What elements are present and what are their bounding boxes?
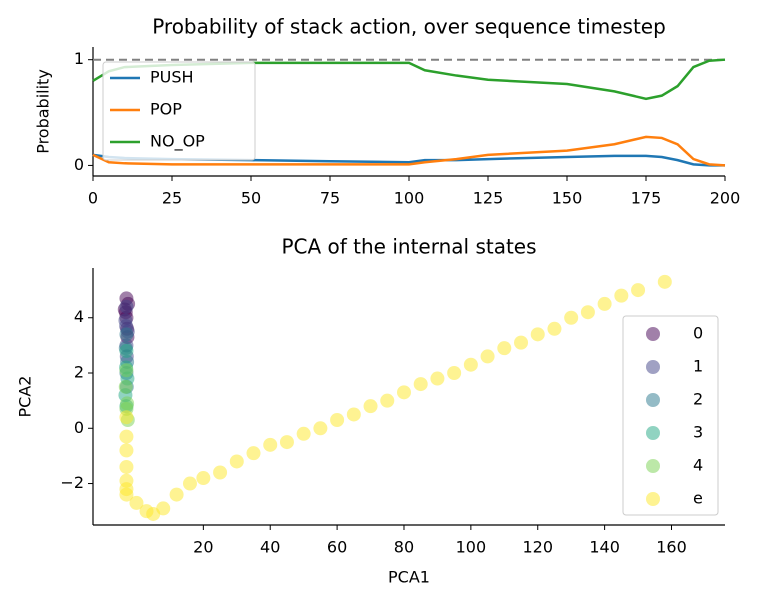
chart-title: Probability of stack action, over sequen…	[152, 15, 666, 39]
scatter-point	[119, 459, 134, 474]
x-tick-label: 100	[394, 189, 425, 208]
legend-label: e	[693, 489, 703, 508]
legend-swatch	[646, 426, 660, 440]
scatter-point	[119, 429, 134, 444]
scatter-point	[296, 426, 311, 441]
scatter-point	[580, 305, 595, 320]
legend-label: 2	[693, 390, 703, 409]
legend-label: PUSH	[150, 68, 194, 87]
scatter-point	[169, 487, 184, 502]
y-tick-label: 0	[74, 418, 84, 437]
legend-box	[622, 315, 719, 516]
scatter-point	[380, 393, 395, 408]
scatter-point	[119, 443, 134, 458]
scatter-point	[657, 274, 672, 289]
legend-swatch	[646, 459, 660, 473]
x-tick-label: 100	[456, 538, 487, 557]
scatter-point	[119, 299, 134, 314]
scatter-point	[614, 288, 629, 303]
x-tick-label: 75	[320, 189, 340, 208]
y-axis-label: Probability	[34, 69, 53, 154]
series-line	[92, 135, 726, 167]
scatter-point	[330, 412, 345, 427]
x-tick-label: 25	[162, 189, 182, 208]
x-tick-label: 120	[522, 538, 553, 557]
scatter-point	[279, 435, 294, 450]
legend-box	[102, 61, 256, 161]
scatter-point	[182, 476, 197, 491]
scatter-point	[514, 335, 529, 350]
x-tick-label: 0	[88, 189, 98, 208]
x-tick-label: 175	[631, 189, 662, 208]
scatter-point	[631, 283, 646, 298]
x-tick-label: 50	[241, 189, 261, 208]
scatter-point	[447, 366, 462, 381]
x-tick-label: 40	[260, 538, 280, 557]
legend-swatch	[646, 360, 660, 374]
scatter-point	[463, 357, 478, 372]
x-axis-label: PCA1	[388, 568, 430, 587]
x-tick-label: 60	[327, 538, 347, 557]
scatter-point	[346, 407, 361, 422]
x-tick-label: 200	[710, 189, 741, 208]
x-tick-label: 20	[193, 538, 213, 557]
scatter-point	[129, 495, 144, 510]
scatter-point	[564, 310, 579, 325]
scatter-point	[213, 465, 228, 480]
scatter-point	[530, 327, 545, 342]
scatter-point	[363, 399, 378, 414]
scatter-point	[119, 343, 134, 358]
scatter-point	[196, 471, 211, 486]
legend-label: 0	[693, 324, 703, 343]
scatter-point	[497, 341, 512, 356]
scatter-point	[396, 385, 411, 400]
x-tick-label: 150	[552, 189, 583, 208]
scatter-point	[229, 454, 244, 469]
legend-label: 4	[693, 456, 703, 475]
y-axis-label: PCA2	[16, 376, 35, 418]
legend-swatch	[646, 492, 660, 506]
x-tick-label: 140	[589, 538, 620, 557]
scatter-point	[119, 487, 134, 502]
y-tick-label: 0	[74, 155, 84, 174]
scatter-point	[119, 410, 134, 425]
chart-title: PCA of the internal states	[281, 235, 536, 259]
scatter-point	[480, 349, 495, 364]
scatter-point	[547, 321, 562, 336]
scatter-point	[263, 437, 278, 452]
y-tick-label: 2	[74, 363, 84, 382]
y-tick-label: −2	[60, 473, 84, 492]
x-tick-label: 80	[394, 538, 414, 557]
legend-swatch	[646, 327, 660, 341]
x-tick-label: 160	[656, 538, 687, 557]
legend-swatch	[646, 393, 660, 407]
scatter-point	[119, 327, 134, 342]
scatter-point	[118, 379, 133, 394]
y-tick-label: 4	[74, 307, 84, 326]
scatter-point	[313, 421, 328, 436]
scatter-point	[430, 371, 445, 386]
scatter-point	[246, 446, 261, 461]
scatter-point	[413, 377, 428, 392]
scatter-point	[119, 363, 134, 378]
legend-label: NO_OP	[150, 132, 205, 152]
scatter-point	[156, 501, 171, 516]
legend-label: POP	[150, 100, 182, 119]
scatter-point	[597, 296, 612, 311]
y-tick-label: 1	[74, 49, 84, 68]
legend-label: 3	[693, 423, 703, 442]
legend-label: 1	[693, 357, 703, 376]
x-tick-label: 125	[473, 189, 504, 208]
